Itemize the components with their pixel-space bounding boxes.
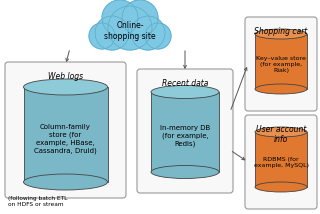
Ellipse shape [23, 174, 108, 190]
Circle shape [145, 23, 171, 49]
Circle shape [102, 0, 138, 36]
Circle shape [108, 6, 152, 50]
Text: User account
info: User account info [256, 125, 306, 144]
Ellipse shape [151, 165, 219, 178]
FancyBboxPatch shape [5, 62, 126, 198]
Ellipse shape [23, 79, 108, 95]
FancyBboxPatch shape [245, 17, 317, 111]
Text: RDBMS (for
example, MySQL): RDBMS (for example, MySQL) [253, 157, 308, 168]
FancyBboxPatch shape [137, 69, 233, 193]
Text: In-memory DB
(for example,
Redis): In-memory DB (for example, Redis) [160, 125, 210, 147]
Text: Column-family
store (for
example, HBase,
Cassandra, Druid): Column-family store (for example, HBase,… [34, 125, 97, 154]
Polygon shape [255, 34, 307, 89]
Text: Recent data: Recent data [162, 79, 208, 88]
Polygon shape [23, 87, 108, 182]
Text: Web logs: Web logs [48, 72, 83, 81]
Ellipse shape [255, 84, 307, 94]
Text: Key–value store
(for example,
Riak): Key–value store (for example, Riak) [256, 56, 306, 73]
Text: Online-
shopping site: Online- shopping site [104, 21, 156, 41]
Text: (following batch ETL
on HDFS or stream: (following batch ETL on HDFS or stream [8, 196, 68, 207]
Circle shape [122, 0, 158, 36]
Ellipse shape [255, 29, 307, 39]
Circle shape [89, 23, 115, 49]
Ellipse shape [255, 182, 307, 192]
Circle shape [95, 16, 129, 50]
Ellipse shape [151, 86, 219, 98]
Ellipse shape [255, 127, 307, 137]
FancyBboxPatch shape [245, 115, 317, 209]
Circle shape [131, 16, 165, 50]
Polygon shape [151, 92, 219, 172]
Text: Shopping cart: Shopping cart [254, 27, 308, 36]
Polygon shape [255, 132, 307, 187]
